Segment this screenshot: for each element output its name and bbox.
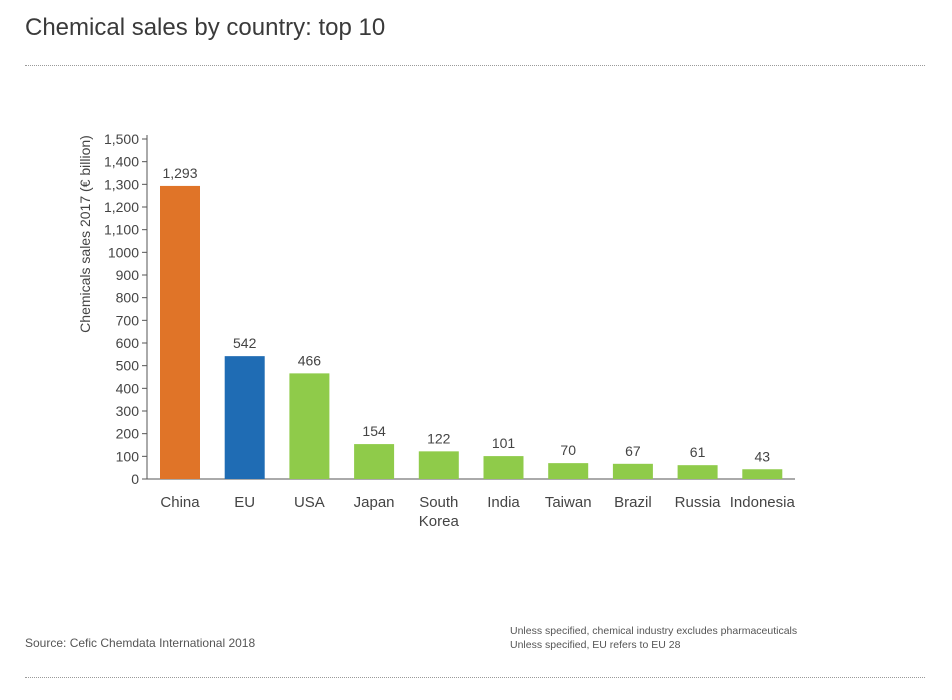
x-tick-label: Russia [675, 494, 722, 511]
data-label: 466 [298, 352, 322, 368]
y-axis-title: Chemicals sales 2017 (€ billion) [77, 135, 93, 333]
data-label: 122 [427, 430, 451, 446]
bar-russia [677, 465, 718, 479]
data-label: 154 [362, 423, 386, 439]
y-tick-label: 0 [131, 471, 139, 487]
y-tick-label: 100 [116, 448, 140, 464]
data-label: 43 [755, 448, 771, 464]
y-tick-label: 900 [116, 267, 140, 283]
bar-china [160, 185, 200, 480]
bar-india [483, 456, 524, 479]
data-label: 67 [625, 443, 641, 459]
bottom-divider [25, 677, 925, 678]
y-tick-label: 300 [116, 403, 140, 419]
y-tick-label: 400 [116, 380, 140, 396]
footnote-eu: Unless specified, EU refers to EU 28 [510, 639, 681, 651]
y-tick-label: 1,200 [104, 199, 139, 215]
data-label: 61 [690, 444, 706, 460]
bar-eu [224, 356, 265, 479]
y-tick-label: 600 [116, 335, 140, 351]
x-tick-label: South Korea [419, 494, 460, 530]
footnotes: Unless specified, chemical industry excl… [510, 624, 797, 652]
x-tick-label: Taiwan [545, 494, 592, 511]
source-note: Source: Cefic Chemdata International 201… [25, 636, 256, 650]
bar-japan [354, 444, 395, 479]
x-tick-label: USA [294, 494, 325, 511]
y-tick-label: 1,300 [104, 176, 139, 192]
top-divider [25, 65, 925, 66]
x-tick-label: Japan [354, 494, 395, 511]
y-tick-label: 500 [116, 358, 140, 374]
y-tick-label: 1,400 [104, 154, 139, 170]
x-tick-label: Brazil [614, 494, 652, 511]
bar-brazil [612, 463, 653, 479]
bar-indonesia [742, 469, 783, 479]
x-tick-label: China [160, 494, 200, 511]
data-label: 542 [233, 335, 257, 351]
bar-taiwan [548, 463, 589, 479]
y-tick-label: 700 [116, 312, 140, 328]
data-label: 70 [560, 442, 576, 458]
y-tick-label: 1,500 [104, 131, 139, 147]
chart-title: Chemical sales by country: top 10 [25, 14, 386, 41]
y-tick-label: 1,100 [104, 222, 139, 238]
bar-south-korea [418, 451, 459, 479]
data-label: 101 [492, 435, 516, 451]
y-tick-label: 1000 [108, 244, 139, 260]
footnote-pharma: Unless specified, chemical industry excl… [510, 625, 798, 637]
data-label: 1,293 [162, 165, 197, 181]
bar-usa [289, 373, 330, 479]
x-tick-label: Indonesia [730, 494, 796, 511]
x-tick-label: India [487, 494, 520, 511]
y-tick-label: 200 [116, 426, 140, 442]
x-tick-label: EU [234, 494, 255, 511]
y-tick-label: 800 [116, 290, 140, 306]
